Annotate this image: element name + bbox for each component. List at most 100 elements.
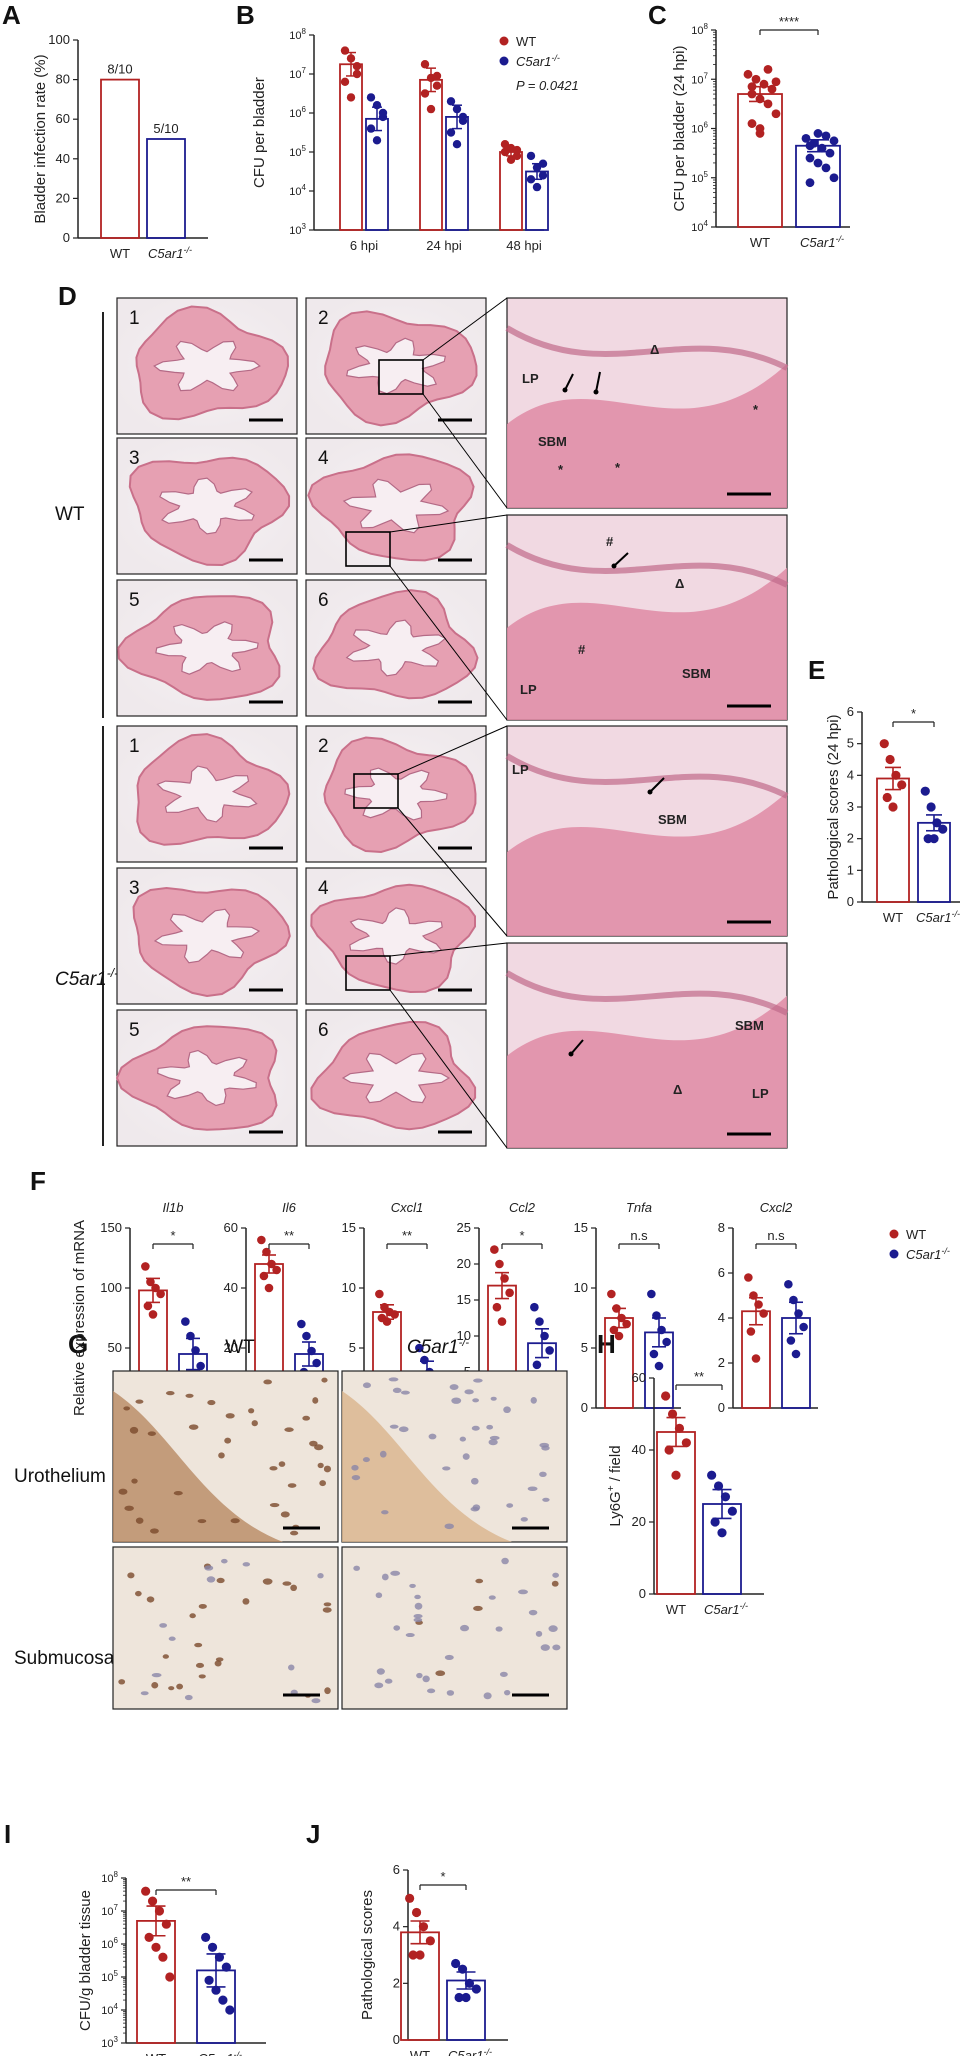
ihc-image-2: [341, 1370, 568, 1543]
cell-nucleus: [198, 1674, 206, 1679]
data-point: [207, 1942, 218, 1952]
data-point: [759, 1309, 768, 1318]
thumbnail-number: 3: [129, 448, 140, 469]
cell-nucleus: [464, 1389, 474, 1395]
cell-nucleus: [184, 1694, 193, 1701]
data-point: [211, 1985, 221, 1995]
data-point: [221, 1962, 231, 1972]
panel-label-c: C: [648, 0, 667, 30]
legend-label-ko: C5ar1-/-: [906, 1246, 950, 1262]
cell-nucleus: [501, 1557, 509, 1565]
y-tick-label: 6: [393, 1862, 400, 1877]
cell-nucleus: [146, 1596, 155, 1603]
data-point: [272, 1265, 281, 1275]
histology-annotation: #: [606, 534, 614, 549]
thumbnail-wt-3: [116, 437, 298, 575]
data-point: [713, 1481, 724, 1491]
y-tick-label: 100: [100, 1280, 122, 1295]
thumbnail-number: 1: [129, 736, 140, 757]
data-point: [755, 124, 765, 133]
cell-nucleus: [528, 1609, 538, 1616]
data-point: [366, 93, 376, 102]
histology-annotation: *: [558, 462, 564, 477]
cell-nucleus: [302, 1415, 310, 1421]
x-tick-label: WT: [410, 2048, 430, 2056]
chart-title: Il6: [282, 1200, 297, 1215]
y-tick-label: 0: [393, 2032, 400, 2047]
data-point: [801, 133, 811, 143]
data-point: [375, 1289, 384, 1299]
data-point: [888, 802, 898, 812]
x-tick-label: WT: [146, 2051, 166, 2056]
tissue-layer: [505, 542, 789, 588]
cell-nucleus: [127, 1572, 135, 1579]
cell-nucleus: [473, 1605, 483, 1611]
y-tick-label: 107: [101, 1903, 118, 1918]
histology-annotation: SBM: [658, 812, 687, 827]
cell-nucleus: [251, 1420, 258, 1427]
cell-nucleus: [140, 1691, 149, 1696]
y-axis-label: Bladder infection rate (%): [32, 54, 49, 223]
data-point: [799, 1322, 808, 1332]
cell-nucleus: [321, 1377, 328, 1383]
cell-nucleus: [428, 1433, 437, 1440]
cell-nucleus: [381, 1573, 389, 1581]
lumen: [341, 1052, 451, 1104]
cell-nucleus: [353, 1565, 360, 1571]
y-tick-label: 5: [581, 1340, 588, 1355]
cell-nucleus: [323, 1465, 332, 1473]
data-point: [302, 1331, 311, 1341]
cell-nucleus: [147, 1431, 156, 1436]
y-tick-label: 40: [632, 1442, 646, 1457]
cell-nucleus: [414, 1602, 423, 1610]
data-point: [538, 171, 548, 180]
cell-nucleus: [413, 1614, 423, 1619]
data-point: [661, 1391, 671, 1401]
x-tick-label: 24 hpi: [426, 238, 462, 253]
data-point: [446, 97, 456, 106]
cell-nucleus: [131, 1478, 138, 1484]
data-point: [141, 1886, 151, 1896]
data-point: [817, 143, 827, 153]
image-frame: [341, 1546, 568, 1710]
data-point: [218, 1995, 228, 2005]
cell-nucleus: [216, 1577, 225, 1584]
cell-nucleus: [189, 1613, 196, 1619]
x-tick-label: 48 hpi: [506, 238, 542, 253]
ihc-image-4: [341, 1546, 568, 1710]
cell-nucleus: [362, 1457, 370, 1463]
cell-nucleus: [388, 1377, 399, 1382]
cell-nucleus: [503, 1689, 511, 1696]
arrow-head: [593, 389, 599, 395]
cell-nucleus: [473, 1378, 483, 1383]
bar-wt: [419, 78, 443, 231]
histology-annotation: Δ: [650, 342, 659, 357]
lumen: [349, 907, 443, 965]
panel-label-f: F: [30, 1166, 46, 1196]
bar-wt: [136, 1920, 176, 2044]
data-point: [415, 1950, 425, 1960]
data-point: [490, 1245, 499, 1254]
arrow-annotation: [613, 552, 629, 567]
data-point: [352, 69, 362, 79]
data-point: [885, 754, 895, 765]
y-tick-label: 0: [639, 1586, 646, 1601]
y-tick-label: 15: [574, 1220, 588, 1235]
data-point: [784, 1279, 793, 1289]
legend-marker-wt: [499, 36, 509, 46]
tissue-band: [507, 364, 787, 508]
data-point: [144, 1932, 154, 1942]
data-point: [743, 69, 753, 79]
column-label-ko: C5ar1-/-: [407, 1337, 469, 1358]
chart-e: 0 1 2 3 4 5 6 Pathological scores (24 hpi) WT C5a…: [825, 704, 960, 925]
cell-nucleus: [460, 1624, 470, 1632]
cell-nucleus: [225, 1413, 235, 1419]
data-point: [340, 77, 350, 87]
data-point: [426, 104, 436, 114]
y-axis-label: Pathological scores: [359, 1890, 376, 2020]
x-tick-label: C5ar1-/-: [800, 234, 844, 250]
cell-nucleus: [552, 1572, 559, 1578]
cell-nucleus: [206, 1576, 216, 1583]
thumbnail-number: 4: [318, 878, 329, 899]
